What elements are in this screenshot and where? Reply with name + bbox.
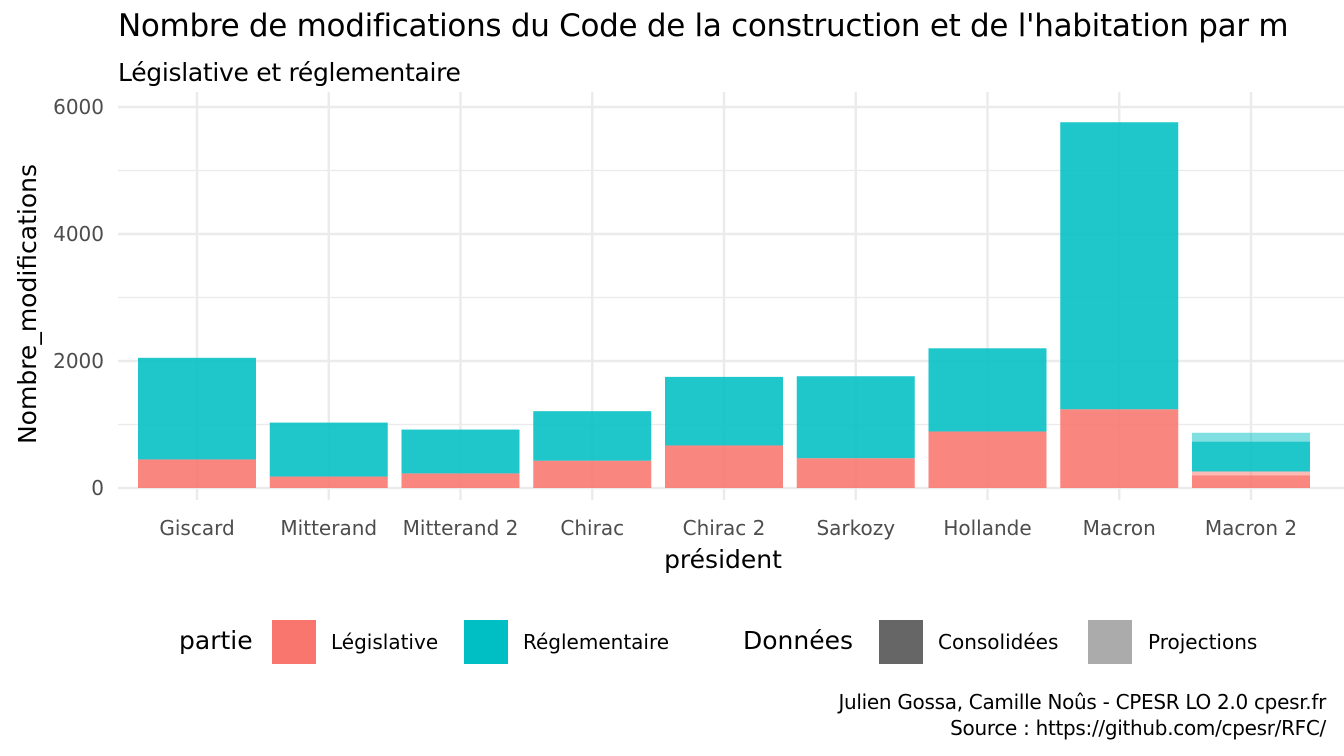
bar-chirac-2-legislative-consolidees: [665, 445, 783, 488]
y-tick-label: 2000: [53, 349, 104, 373]
chart-subtitle: Législative et réglementaire: [118, 58, 461, 87]
y-tick-label: 0: [91, 476, 104, 500]
bar-giscard-legislative-consolidees: [138, 459, 256, 488]
x-tick-label: Hollande: [943, 516, 1031, 540]
y-tick-label: 6000: [53, 95, 104, 119]
bar-macron-2-legislative-projections: [1192, 471, 1310, 476]
bar-macron-2-legislative-consolidees: [1192, 475, 1310, 488]
legend-title-donnees: Données: [743, 626, 854, 655]
x-tick-label: Chirac 2: [683, 516, 766, 540]
x-tick-label: Chirac: [560, 516, 624, 540]
y-axis-ticks: 0 2000 4000 6000: [53, 95, 104, 500]
stacked-bar-chart: 0 2000 4000 6000 Giscard Mitterand Mitterand …: [13, 92, 1344, 574]
bar-chirac-reglementaire-consolidees: [533, 411, 652, 461]
bar-sarkozy-reglementaire-consolidees: [796, 376, 915, 459]
caption-line-1: Julien Gossa, Camille Noûs - CPESR LO 2.…: [838, 690, 1326, 714]
bar-macron-2-reglementaire-projections: [1192, 432, 1310, 442]
x-tick-label: Sarkozy: [816, 516, 895, 540]
bar-chirac-legislative-consolidees: [533, 460, 652, 488]
bar-giscard-reglementaire-consolidees: [138, 357, 256, 460]
caption-line-2: Source : https://github.com/cpesr/RFC/: [950, 716, 1326, 740]
legend-title-partie: partie: [179, 626, 253, 655]
legend-key-projections: [1088, 620, 1132, 664]
legend-label-consolidees: Consolidées: [938, 630, 1059, 654]
bar-hollande-reglementaire-consolidees: [928, 348, 1047, 432]
legend-label-projections: Projections: [1148, 630, 1258, 654]
y-tick-label: 4000: [53, 222, 104, 246]
x-tick-label: Macron 2: [1205, 516, 1297, 540]
legend-label-legislative: Législative: [331, 630, 439, 654]
legend-key-consolidees: [879, 620, 923, 664]
x-axis-ticks: Giscard Mitterand Mitterand 2 Chirac Chirac …: [159, 516, 1297, 540]
x-tick-label: Macron: [1083, 516, 1156, 540]
bar-macron-2-reglementaire-consolidees: [1192, 441, 1310, 472]
y-axis-title: Nombre_modifications: [13, 164, 42, 444]
legend-key-reglementaire: [464, 620, 508, 664]
bar-mitterand-legislative-consolidees: [269, 476, 388, 488]
x-tick-label: Mitterand: [280, 516, 377, 540]
bar-mitterand-reglementaire-consolidees: [269, 422, 388, 477]
bar-sarkozy-legislative-consolidees: [796, 458, 915, 488]
bar-macron-legislative-consolidees: [1060, 409, 1179, 488]
x-axis-title: président: [664, 545, 782, 574]
legend: partie Législative Réglementaire Données…: [0, 620, 1344, 664]
x-tick-label: Mitterand 2: [403, 516, 519, 540]
bar-mitterand-2-legislative-consolidees: [401, 473, 520, 488]
bar-hollande-legislative-consolidees: [928, 431, 1047, 488]
chart-title: Nombre de modifications du Code de la co…: [118, 8, 1289, 44]
bar-mitterand-2-reglementaire-consolidees: [401, 429, 520, 474]
x-tick-label: Giscard: [159, 516, 234, 540]
legend-key-legislative: [272, 620, 316, 664]
bar-chirac-2-reglementaire-consolidees: [665, 376, 783, 446]
legend-label-reglementaire: Réglementaire: [523, 630, 670, 654]
bar-macron-reglementaire-consolidees: [1060, 122, 1179, 410]
bars: [138, 122, 1310, 488]
